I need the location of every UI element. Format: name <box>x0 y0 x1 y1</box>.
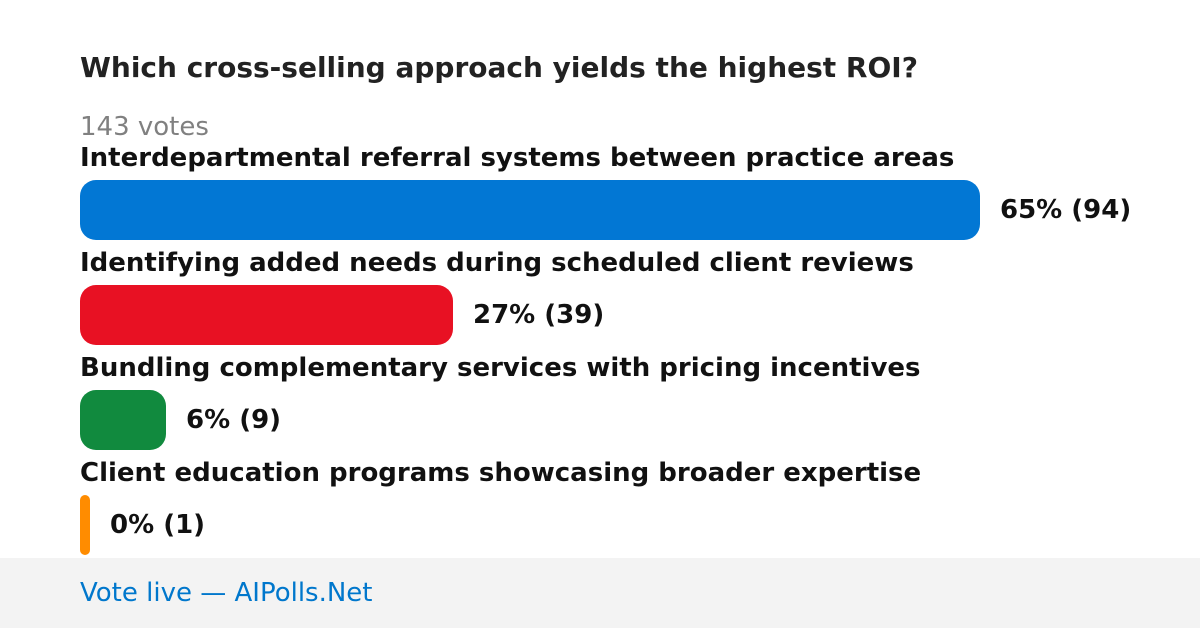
footer-bar: Vote live — AIPolls.Net <box>0 558 1200 628</box>
option-bar-row: 65% (94) <box>80 180 1131 240</box>
poll-title: Which cross-selling approach yields the … <box>80 51 918 84</box>
poll-option: Identifying added needs during scheduled… <box>80 246 1180 351</box>
option-bar-row: 0% (1) <box>80 495 205 555</box>
vote-count: 143 votes <box>80 112 209 142</box>
poll-option: Bundling complementary services with pri… <box>80 351 1180 456</box>
option-bar-row: 6% (9) <box>80 390 281 450</box>
option-bar <box>80 495 90 555</box>
option-bar <box>80 285 453 345</box>
poll-option: Interdepartmental referral systems betwe… <box>80 141 1180 246</box>
option-bar <box>80 180 980 240</box>
option-bar-row: 27% (39) <box>80 285 604 345</box>
option-result-label: 65% (94) <box>1000 195 1132 225</box>
option-label: Identifying added needs during scheduled… <box>80 248 914 278</box>
vote-live-link[interactable]: Vote live — AIPolls.Net <box>80 578 373 608</box>
option-bar <box>80 390 166 450</box>
poll-options: Interdepartmental referral systems betwe… <box>80 141 1180 561</box>
option-label: Client education programs showcasing bro… <box>80 458 922 488</box>
option-result-label: 27% (39) <box>473 300 605 330</box>
option-result-label: 6% (9) <box>186 405 282 435</box>
option-label: Bundling complementary services with pri… <box>80 353 921 383</box>
option-label: Interdepartmental referral systems betwe… <box>80 143 955 173</box>
poll-option: Client education programs showcasing bro… <box>80 456 1180 561</box>
option-result-label: 0% (1) <box>110 510 206 540</box>
